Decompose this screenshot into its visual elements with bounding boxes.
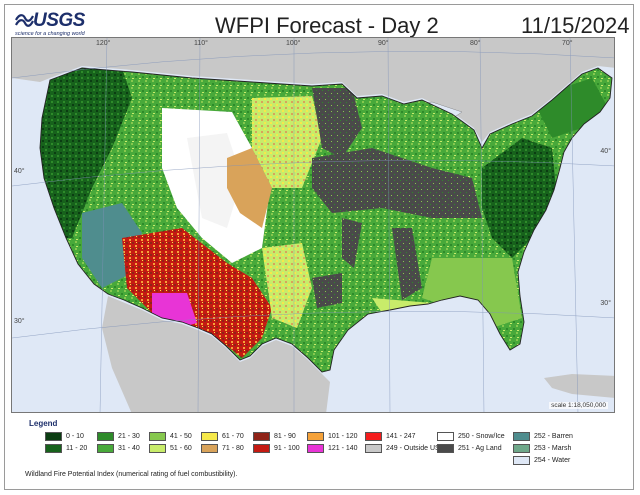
- logo-tagline: science for a changing world: [15, 31, 85, 37]
- legend-label: 254 - Water: [534, 456, 571, 464]
- lat-tick-30-left: 30°: [14, 318, 25, 325]
- legend-item: 254 - Water: [513, 455, 570, 465]
- legend-swatch: [437, 431, 454, 441]
- legend-label: 141 - 247: [386, 432, 416, 440]
- legend-swatch: [149, 443, 166, 453]
- forecast-date: 11/15/2024: [521, 13, 630, 38]
- legend-title: Legend: [29, 419, 58, 428]
- legend-label: 71 - 80: [222, 444, 244, 452]
- legend-label: 253 - Marsh: [534, 444, 572, 452]
- legend-swatch: [97, 443, 114, 453]
- legend-swatch: [45, 431, 62, 441]
- legend-item: 81 - 90: [253, 431, 296, 441]
- legend-item: 121 - 140: [307, 443, 358, 453]
- legend-swatch: [253, 431, 270, 441]
- legend-item: 141 - 247: [365, 431, 416, 441]
- legend-label: 11 - 20: [66, 444, 88, 452]
- lon-tick-110: 110°: [194, 40, 208, 47]
- legend-item: 51 - 60: [149, 443, 192, 453]
- legend-swatch: [307, 431, 324, 441]
- canada-region: [12, 38, 614, 142]
- legend-swatch: [201, 443, 218, 453]
- lon-tick-80: 80°: [470, 40, 481, 47]
- lon-tick-70: 70°: [562, 40, 573, 47]
- legend-swatch: [201, 431, 218, 441]
- legend-label: 81 - 90: [274, 432, 296, 440]
- lat-tick-40-right: 40°: [600, 148, 611, 155]
- caribbean-region: [544, 374, 614, 398]
- legend-item: 11 - 20: [45, 443, 87, 453]
- legend-label: 0 - 10: [66, 432, 84, 440]
- legend-item: 21 - 30: [97, 431, 140, 441]
- legend-swatch: [253, 443, 270, 453]
- usgs-logo: USGS science for a changing world: [15, 10, 105, 41]
- map-area[interactable]: 120° 110° 100° 90° 80° 70° 40° 30° 40° 3…: [11, 37, 615, 413]
- legend-label: 101 - 120: [328, 432, 358, 440]
- legend-swatch: [437, 443, 454, 453]
- legend-item: 249 - Outside US: [365, 443, 440, 453]
- legend-label: 21 - 30: [118, 432, 140, 440]
- legend-swatch: [365, 431, 382, 441]
- legend-label: 121 - 140: [328, 444, 358, 452]
- scale-note: scale 1:18,050,000: [549, 402, 608, 409]
- legend-item: 31 - 40: [97, 443, 140, 453]
- map-title: WFPI Forecast - Day 2: [215, 13, 439, 38]
- legend-label: 31 - 40: [118, 444, 140, 452]
- legend-item: 250 - Snow/Ice: [437, 431, 505, 441]
- legend-item: 253 - Marsh: [513, 443, 571, 453]
- map-frame: USGS science for a changing world WFPI F…: [4, 4, 634, 490]
- legend-swatch: [365, 443, 382, 453]
- legend-item: 91 - 100: [253, 443, 300, 453]
- legend-swatch: [45, 443, 62, 453]
- legend-label: 61 - 70: [222, 432, 244, 440]
- legend-item: 101 - 120: [307, 431, 358, 441]
- footnote: Wildland Fire Potential Index (numerical…: [25, 471, 238, 478]
- legend-item: 251 - Ag Land: [437, 443, 502, 453]
- legend-swatch: [307, 443, 324, 453]
- legend-label: 250 - Snow/Ice: [458, 432, 505, 440]
- map-graphic: [12, 38, 614, 412]
- legend-label: 249 - Outside US: [386, 444, 440, 452]
- legend-item: 0 - 10: [45, 431, 84, 441]
- header: USGS science for a changing world WFPI F…: [5, 5, 635, 43]
- lon-tick-100: 100°: [286, 40, 301, 47]
- legend-swatch: [149, 431, 166, 441]
- legend-item: 71 - 80: [201, 443, 244, 453]
- legend-label: 91 - 100: [274, 444, 300, 452]
- graticule: [12, 38, 614, 412]
- lat-tick-40-left: 40°: [14, 168, 25, 175]
- usgs-wave-icon: [15, 14, 34, 27]
- legend-label: 51 - 60: [170, 444, 192, 452]
- lon-tick-120: 120°: [96, 40, 111, 47]
- legend-label: 41 - 50: [170, 432, 192, 440]
- legend: 0 - 10 11 - 20 21 - 30 31 - 40 41 - 50 51 - 6…: [45, 431, 605, 479]
- legend-item: 61 - 70: [201, 431, 244, 441]
- lon-tick-90: 90°: [378, 40, 389, 47]
- legend-swatch: [513, 455, 530, 465]
- wfpi-raster: [40, 68, 612, 372]
- mexico-region: [102, 296, 330, 412]
- legend-label: 251 - Ag Land: [458, 444, 502, 452]
- legend-swatch: [513, 431, 530, 441]
- legend-item: 41 - 50: [149, 431, 192, 441]
- legend-swatch: [97, 431, 114, 441]
- legend-label: 252 - Barren: [534, 432, 573, 440]
- lat-tick-30-right: 30°: [600, 300, 611, 307]
- legend-item: 252 - Barren: [513, 431, 573, 441]
- legend-swatch: [513, 443, 530, 453]
- logo-text: USGS: [33, 10, 85, 31]
